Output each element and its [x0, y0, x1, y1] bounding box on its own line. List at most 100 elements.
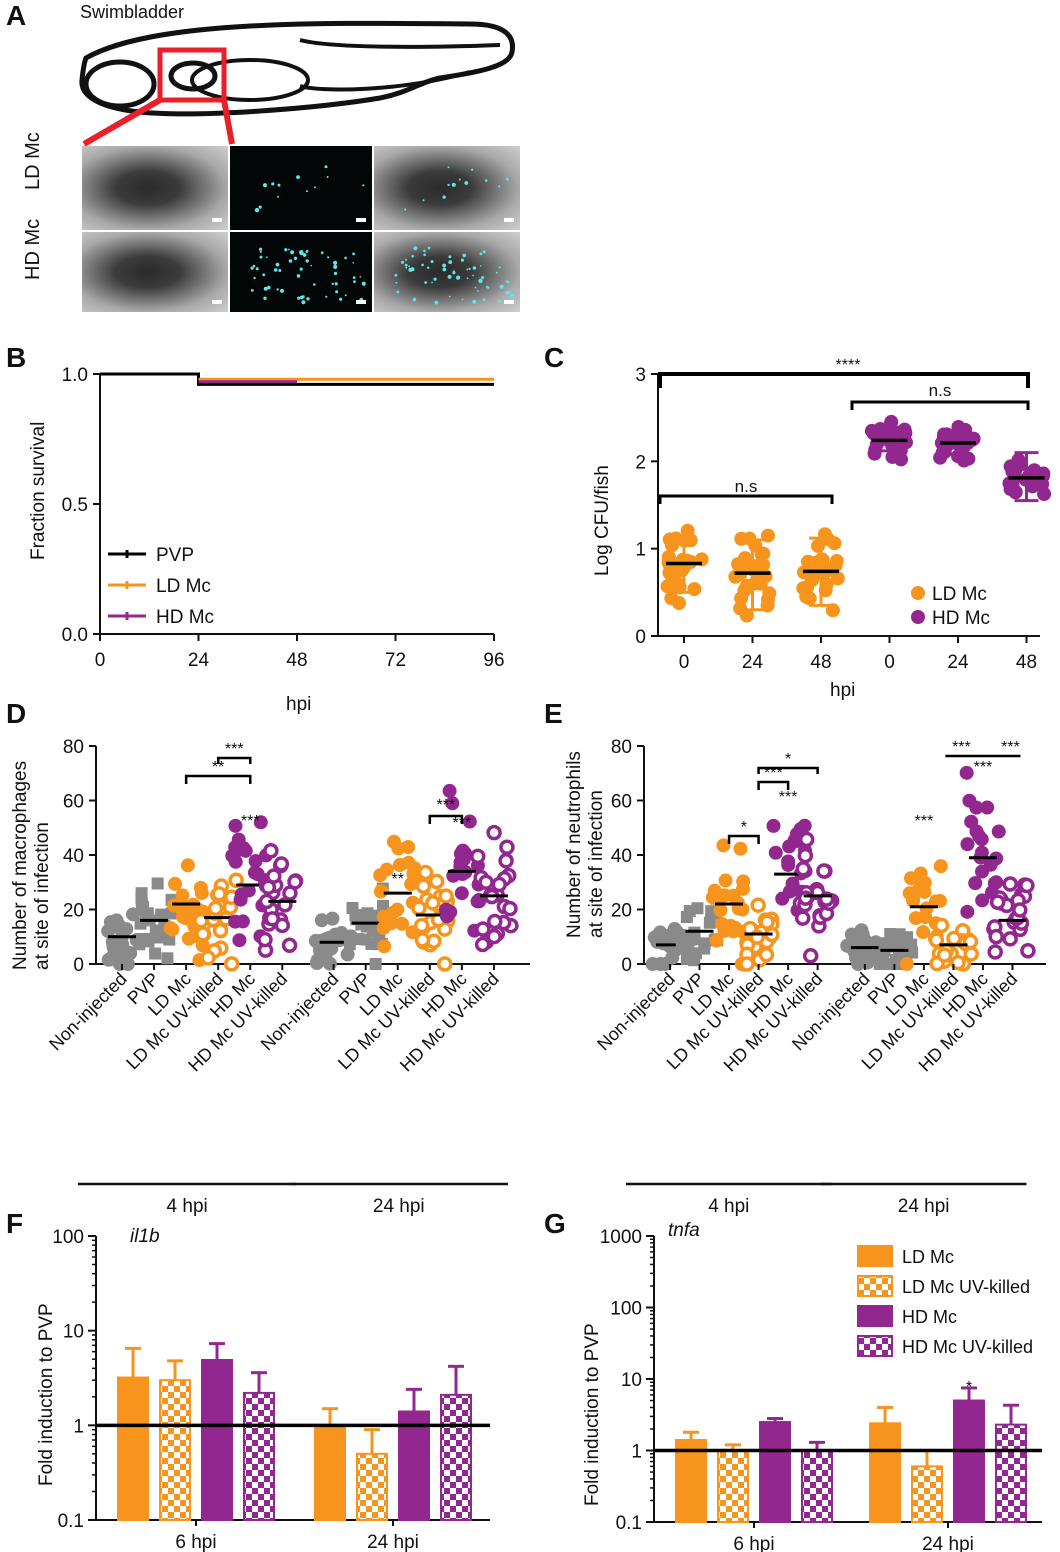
e-data-point — [802, 948, 819, 964]
c-data-point — [898, 425, 913, 440]
e-data-point — [959, 765, 974, 780]
fluorescent-bacterium — [362, 283, 365, 286]
c-data-point — [738, 551, 753, 566]
e-ytick-label: 0 — [621, 955, 632, 976]
g-gene-label: tnfa — [668, 1220, 700, 1241]
e-annotation: *** — [952, 739, 971, 756]
fluorescent-bacterium — [297, 296, 301, 300]
fluorescent-bacterium — [442, 195, 446, 199]
g-category-label: 24 hpi — [922, 1534, 974, 1552]
g-legend-swatch — [857, 1335, 893, 1357]
fluorescent-bacterium — [498, 299, 501, 303]
e-bracket — [757, 780, 790, 790]
c-legend-swatch — [911, 586, 925, 600]
b-xtick-label: 72 — [385, 650, 406, 671]
e-annotation: *** — [1001, 739, 1020, 756]
d-bracket — [428, 814, 464, 824]
g-bar — [995, 1423, 1027, 1524]
d-data-point — [360, 933, 373, 946]
d-data-point — [193, 913, 209, 929]
fluorescent-bacterium — [352, 252, 355, 256]
d-category-label: Non-injected — [45, 969, 131, 1055]
panel-label-e: E — [544, 698, 563, 729]
d-ytick-label: 20 — [63, 901, 84, 922]
e-data-point — [1012, 902, 1028, 918]
fluorescent-bacterium — [461, 298, 464, 300]
fluorescent-bacterium — [305, 250, 309, 253]
d-data-point — [200, 950, 216, 966]
e-data-point — [647, 930, 662, 945]
e-data-point — [991, 824, 1006, 839]
d-data-point — [151, 877, 164, 890]
fluorescent-bacterium — [352, 262, 354, 264]
g-bar — [953, 1399, 985, 1524]
fluorescent-bacterium — [481, 276, 485, 279]
c-data-point — [894, 452, 909, 467]
fluorescent-bacterium — [250, 266, 254, 270]
fluorescent-bacterium — [333, 264, 338, 269]
e-bracket — [727, 834, 760, 844]
d-data-point — [212, 922, 229, 939]
fluorescent-bacterium — [296, 274, 301, 278]
d-data-point — [445, 796, 460, 811]
e-data-point — [879, 937, 892, 950]
e-data-point — [1019, 877, 1035, 894]
d-data-point — [109, 913, 124, 928]
e-data-point — [709, 933, 724, 948]
fluorescent-bacterium — [290, 250, 295, 255]
c-data-point — [754, 547, 769, 562]
e-data-point — [675, 939, 688, 952]
fluorescent-bacterium — [456, 275, 461, 280]
d-data-point — [155, 929, 168, 942]
c-xtick-label: 0 — [679, 652, 690, 673]
b-xtick-label: 96 — [483, 650, 504, 671]
d-data-point — [318, 949, 333, 964]
fluorescent-bacterium — [498, 185, 501, 188]
d-data-point — [411, 900, 427, 916]
d-group-label: 24 hpi — [373, 1196, 425, 1217]
fluorescent-bacterium — [447, 183, 450, 187]
f-bar — [117, 1376, 149, 1521]
e-data-point — [739, 956, 755, 972]
d-data-point — [442, 783, 457, 798]
fluorescent-bacterium — [471, 168, 474, 171]
e-data-point — [782, 884, 797, 899]
e-data-point — [718, 873, 733, 888]
e-data-point — [974, 845, 989, 860]
e-data-point — [963, 946, 979, 962]
b-xtick-label: 48 — [286, 650, 307, 671]
e-annotation: *** — [915, 813, 934, 830]
d-data-point — [155, 908, 168, 921]
fluorescent-bacterium — [353, 280, 356, 283]
fluorescent-bacterium — [275, 262, 280, 267]
d-data-point — [112, 957, 127, 971]
panel-label-d: D — [6, 698, 27, 729]
d-data-point — [486, 824, 502, 841]
c-data-point — [662, 532, 677, 547]
d-data-point — [175, 888, 190, 903]
g-annotation: * — [966, 1379, 972, 1396]
e-data-point — [795, 861, 811, 877]
d-data-point — [438, 888, 454, 904]
e-data-point — [905, 890, 920, 905]
b-xtick-label: 0 — [95, 650, 106, 671]
fluorescent-bacterium — [404, 263, 408, 267]
fluorescent-bacterium — [478, 278, 483, 284]
fluorescent-bacterium — [305, 259, 309, 263]
fluorescent-bacterium — [262, 183, 268, 188]
e-ytick-label: 60 — [611, 792, 632, 813]
fluorescent-bacterium — [396, 290, 400, 294]
e-data-point — [913, 866, 928, 881]
e-data-point — [657, 957, 672, 971]
e-data-point — [750, 897, 766, 913]
fluorescent-bacterium — [334, 282, 338, 286]
d-data-point — [487, 913, 503, 930]
f-bar — [159, 1379, 191, 1522]
fluorescent-bacterium — [431, 281, 433, 284]
c-data-point — [800, 580, 815, 595]
fluorescent-bacterium — [324, 165, 328, 169]
micrograph-ld-merge — [374, 146, 520, 230]
fluorescent-bacterium — [259, 247, 263, 251]
fluorescent-bacterium — [299, 267, 303, 271]
c-xtick-label: 48 — [810, 652, 831, 673]
